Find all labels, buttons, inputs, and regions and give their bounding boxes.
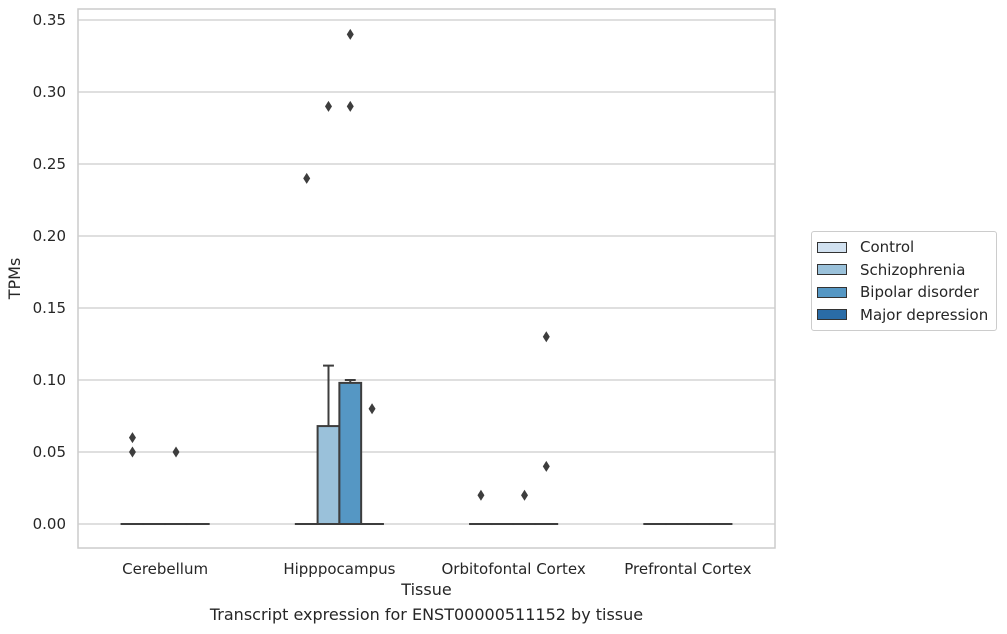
x-axis-label: Tissue xyxy=(400,580,451,599)
legend-label: Control xyxy=(860,238,915,257)
legend-item: Control xyxy=(812,236,996,259)
outlier-point xyxy=(477,489,485,501)
x-axis-ticks: Cerebellum Hipppocampus Orbitofontal Corte… xyxy=(122,560,751,578)
legend-swatch xyxy=(817,309,847,321)
x-tick-label: Orbitofontal Cortex xyxy=(442,560,586,578)
legend-item: Bipolar disorder xyxy=(812,281,996,304)
box-control xyxy=(294,172,319,526)
box-control xyxy=(120,432,145,526)
outlier-point xyxy=(521,489,529,501)
legend-label: Major depression xyxy=(860,305,989,324)
outlier-point xyxy=(542,460,550,472)
y-tick-label: 0.35 xyxy=(33,11,66,29)
box-major-depression xyxy=(534,331,559,526)
legend-item: Schizophrenia xyxy=(812,259,996,282)
plot-area-frame xyxy=(77,8,776,549)
outlier-point xyxy=(346,28,354,40)
box xyxy=(338,381,363,525)
legend-label: Schizophrenia xyxy=(860,260,966,279)
outlier-point xyxy=(324,100,332,112)
legend: Control Schizophrenia Bipolar disorder Majo… xyxy=(811,231,997,331)
legend-item: Major depression xyxy=(812,304,996,327)
y-tick-label: 0.00 xyxy=(33,515,66,533)
box-bipolar-disorder xyxy=(338,28,363,525)
outlier-point xyxy=(303,172,311,184)
y-tick-label: 0.25 xyxy=(33,155,66,173)
box-bipolar-disorder xyxy=(512,489,537,526)
legend-swatch xyxy=(817,264,847,276)
y-tick-label: 0.20 xyxy=(33,227,66,245)
outlier-point xyxy=(346,100,354,112)
x-tick-label: Prefrontal Cortex xyxy=(624,560,751,578)
x-tick-label: Hipppocampus xyxy=(283,560,395,578)
x-tick-label: Cerebellum xyxy=(122,560,208,578)
box-bipolar-disorder xyxy=(164,446,188,526)
box-elements xyxy=(120,28,733,526)
outlier-point xyxy=(542,331,550,343)
legend-swatch xyxy=(817,241,847,253)
chart-title: Transcript expression for ENST0000051115… xyxy=(209,605,644,624)
box-major-depression xyxy=(360,403,384,526)
y-tick-label: 0.05 xyxy=(33,443,66,461)
legend-swatch xyxy=(817,286,847,298)
box-control xyxy=(469,489,493,526)
y-axis-ticks: 0.00 0.05 0.10 0.15 0.20 0.25 0.30 0.35 xyxy=(33,11,66,533)
gridlines xyxy=(78,19,775,525)
outlier-point xyxy=(172,446,180,458)
y-tick-label: 0.15 xyxy=(33,299,66,317)
outlier-point xyxy=(128,446,136,458)
y-axis-label: TPMs xyxy=(5,258,24,301)
y-tick-label: 0.10 xyxy=(33,371,66,389)
outlier-point xyxy=(368,403,376,415)
legend-label: Bipolar disorder xyxy=(860,283,979,302)
box xyxy=(316,425,341,525)
outlier-point xyxy=(128,432,136,444)
y-tick-label: 0.30 xyxy=(33,83,66,101)
